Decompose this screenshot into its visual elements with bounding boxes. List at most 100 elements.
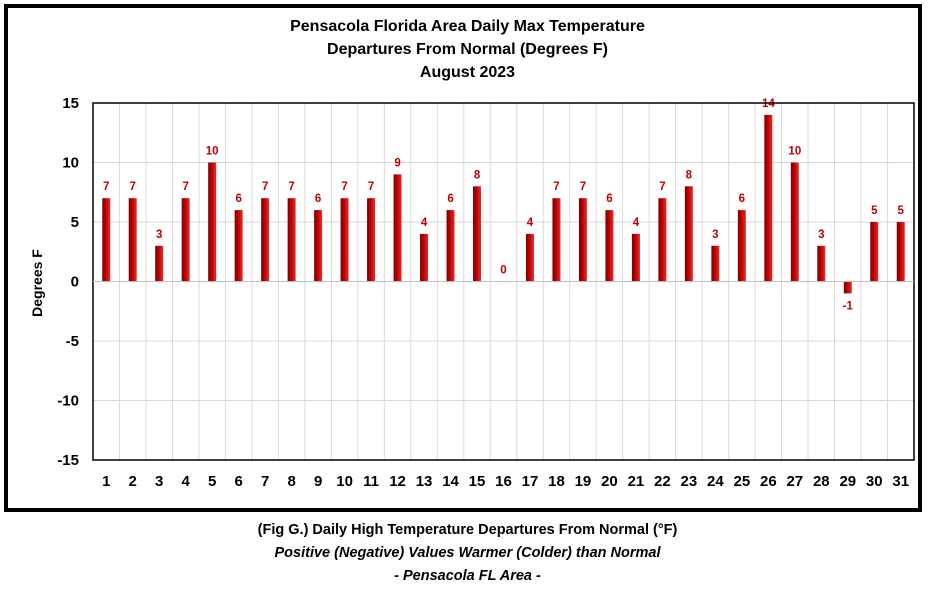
y-tick-label: -5	[66, 333, 79, 350]
x-tick-label: 28	[813, 473, 830, 490]
caption-line-1: (Fig G.) Daily High Temperature Departur…	[257, 522, 678, 538]
data-label: 3	[156, 229, 162, 241]
data-label: 3	[712, 229, 718, 241]
chart-title-line-3: August 2023	[419, 64, 516, 81]
bar-day-9	[314, 210, 323, 282]
data-label: 4	[527, 217, 534, 229]
y-axis-label: Degrees F	[29, 249, 45, 317]
x-tick-label: 23	[681, 473, 698, 490]
data-label: 7	[341, 181, 347, 193]
bar-day-18	[552, 198, 561, 282]
bar-day-21	[631, 233, 640, 282]
bar-day-31	[896, 222, 905, 282]
x-tick-label: 13	[416, 473, 433, 490]
data-label: 8	[474, 169, 481, 181]
x-tick-label: 6	[234, 473, 242, 490]
bar-day-12	[393, 174, 402, 282]
chart-title-line-1: Pensacola Florida Area Daily Max Tempera…	[290, 18, 645, 35]
data-label: 5	[871, 205, 878, 217]
x-tick-label: 11	[363, 473, 379, 490]
data-label: 4	[421, 217, 428, 229]
x-tick-label: 20	[601, 473, 618, 490]
x-tick-label: 1	[102, 473, 110, 490]
bar-day-30	[870, 222, 879, 282]
bar-day-22	[658, 198, 667, 282]
x-tick-label: 3	[155, 473, 163, 490]
x-tick-label: 24	[707, 473, 724, 490]
data-label: 7	[262, 181, 268, 193]
x-tick-label: 17	[522, 473, 539, 490]
y-tick-label: 15	[62, 95, 79, 112]
bar-day-7	[261, 198, 270, 282]
bar-day-25	[737, 210, 746, 282]
bar-day-6	[234, 210, 243, 282]
x-tick-label: 25	[734, 473, 751, 490]
x-tick-label: 18	[548, 473, 565, 490]
x-tick-label: 26	[760, 473, 777, 490]
x-tick-label: 10	[336, 473, 353, 490]
bar-day-20	[605, 210, 614, 282]
data-label: 7	[553, 181, 559, 193]
data-label: 7	[103, 181, 109, 193]
data-label: 6	[315, 193, 321, 205]
data-label-layer: 7 7 3 7 10 6 7 7 6 7 7 9 4 6 8 0 4 7 7 6 4 7 8 3 6 14 10 3 -1 5 5	[103, 98, 905, 312]
caption-line-3: - Pensacola FL Area -	[394, 568, 541, 584]
data-label: 7	[288, 181, 294, 193]
x-tick-label: 27	[786, 473, 803, 490]
data-label: 6	[606, 193, 612, 205]
data-label: 6	[739, 193, 745, 205]
data-label: 10	[788, 146, 801, 158]
bar-day-29	[843, 281, 852, 294]
bar-day-14	[446, 210, 455, 282]
data-label: 7	[182, 181, 188, 193]
data-label: 7	[130, 181, 136, 193]
data-label: 5	[898, 205, 905, 217]
data-label: 10	[206, 146, 219, 158]
x-tick-label: 9	[314, 473, 322, 490]
x-tick-label: 21	[628, 473, 645, 490]
data-label: 6	[447, 193, 453, 205]
data-label: 14	[762, 98, 775, 110]
bar-day-24	[711, 245, 720, 282]
bar-day-2	[128, 198, 137, 282]
bar-day-28	[817, 245, 826, 282]
bar-day-1	[102, 198, 111, 282]
bar-layer	[102, 114, 905, 294]
data-label: -1	[843, 300, 854, 312]
bar-day-8	[287, 198, 296, 282]
x-tick-label: 12	[389, 473, 406, 490]
data-label: 8	[686, 169, 693, 181]
x-tick-label: 19	[575, 473, 592, 490]
bar-day-10	[340, 198, 349, 282]
bar-day-5	[208, 162, 217, 282]
bar-day-13	[420, 233, 429, 282]
data-label: 7	[368, 181, 374, 193]
data-label: 0	[500, 265, 506, 277]
y-tick-label: -15	[57, 452, 79, 469]
chart-title-line-2: Departures From Normal (Degrees F)	[327, 41, 608, 58]
x-tick-label: 30	[866, 473, 883, 490]
x-tick-label: 8	[287, 473, 295, 490]
caption-line-2: Positive (Negative) Values Warmer (Colde…	[274, 545, 661, 561]
x-tick-label: 4	[182, 473, 191, 490]
x-tick-label: 29	[839, 473, 856, 490]
x-tick-label: 5	[208, 473, 216, 490]
x-tick-label: 16	[495, 473, 512, 490]
y-tick-label: 0	[71, 274, 79, 291]
bar-day-11	[367, 198, 376, 282]
data-label: 4	[633, 217, 640, 229]
bar-day-17	[525, 233, 534, 282]
data-label: 6	[235, 193, 241, 205]
bar-day-26	[764, 114, 773, 282]
x-tick-label: 15	[469, 473, 486, 490]
x-tick-label: 31	[892, 473, 909, 490]
data-label: 9	[394, 157, 400, 169]
bar-day-19	[578, 198, 587, 282]
bar-day-3	[155, 245, 164, 282]
y-tick-label: -10	[57, 393, 79, 410]
x-tick-label: 2	[129, 473, 137, 490]
bar-day-15	[473, 186, 482, 282]
data-label: 7	[659, 181, 665, 193]
